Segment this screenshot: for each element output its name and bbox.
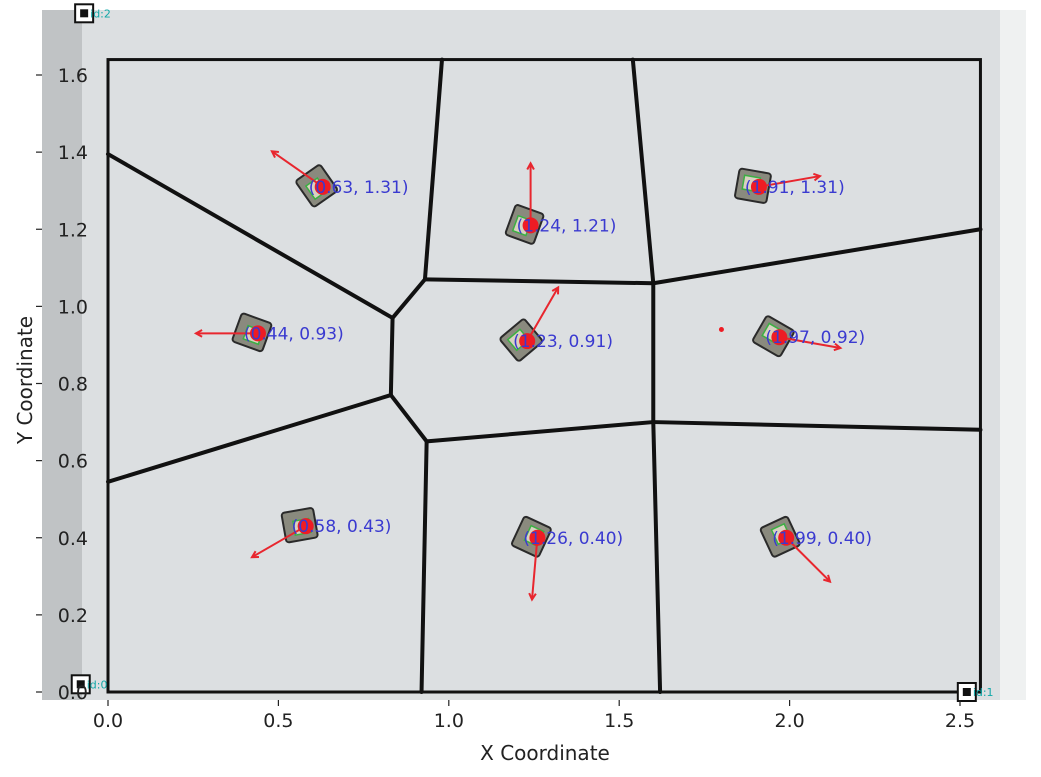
heading-arrowhead bbox=[526, 161, 535, 171]
voronoi-edge bbox=[422, 277, 656, 286]
heading-arrow bbox=[531, 537, 539, 600]
robot-position-dot bbox=[249, 325, 266, 342]
arena-boundary bbox=[106, 58, 982, 694]
x-tick-label: 1.5 bbox=[604, 710, 634, 732]
y-tick-label: 1.6 bbox=[58, 65, 88, 87]
voronoi-edge bbox=[651, 420, 663, 694]
robot: (0.44, 0.93) bbox=[193, 312, 344, 353]
voronoi-edge bbox=[419, 439, 429, 694]
robot-position-dot bbox=[314, 178, 331, 195]
heading-arrow bbox=[758, 175, 821, 188]
robot: (0.58, 0.43) bbox=[250, 507, 392, 559]
heading-arrow bbox=[251, 525, 307, 559]
robot: (0.63, 1.31) bbox=[270, 150, 409, 208]
y-tick-label: 0.4 bbox=[58, 528, 88, 550]
robot-coordinate-label: (0.44, 0.93) bbox=[244, 324, 344, 344]
x-tick-label: 2.5 bbox=[945, 710, 975, 732]
x-tick-label: 0.5 bbox=[263, 710, 293, 732]
voronoi-edge bbox=[390, 277, 427, 320]
y-tick-label: 1.4 bbox=[58, 142, 88, 164]
voronoi-diagram bbox=[106, 57, 983, 694]
heading-arrowhead bbox=[833, 342, 843, 352]
y-axis-ticks: 0.0 0.2 0.4 0.6 0.8 1.0 1.2 1.4 1.6 bbox=[36, 65, 88, 704]
stray-point bbox=[718, 327, 724, 333]
robot-coordinate-label: (0.63, 1.31) bbox=[309, 178, 409, 198]
aruco-corner-markers: id:2 id:0 id:1 bbox=[70, 3, 994, 702]
heading-arrow bbox=[785, 537, 831, 583]
heading-arrowhead bbox=[823, 574, 832, 584]
y-tick-label: 0.8 bbox=[58, 374, 88, 396]
voronoi-edge bbox=[422, 57, 444, 282]
heading-arrow bbox=[779, 336, 841, 349]
x-tick-label: 0.0 bbox=[93, 710, 123, 732]
voronoi-edge bbox=[424, 420, 656, 444]
robot-coordinate-label: (1.99, 0.40) bbox=[772, 529, 872, 549]
marker-id-label: id:2 bbox=[90, 7, 111, 20]
x-tick-label: 2.0 bbox=[774, 710, 804, 732]
robot-coordinate-label: (1.23, 0.91) bbox=[513, 332, 613, 352]
robot-position-dot bbox=[529, 529, 546, 546]
heading-arrow bbox=[271, 150, 324, 188]
robot-position-dot bbox=[522, 217, 539, 234]
heading-arrowhead bbox=[250, 550, 259, 559]
voronoi-edge bbox=[651, 420, 983, 432]
stray-point-layer bbox=[718, 327, 724, 333]
robot: (1.91, 1.31) bbox=[734, 167, 845, 204]
robot-coordinate-label: (1.26, 0.40) bbox=[523, 529, 623, 549]
x-axis-ticks: 0.0 0.5 1.0 1.5 2.0 2.5 bbox=[93, 700, 975, 732]
arena-shading-right bbox=[1000, 10, 1026, 700]
robot-coordinate-label: (0.58, 0.43) bbox=[292, 517, 392, 537]
y-tick-label: 0.0 bbox=[58, 682, 88, 704]
y-tick-label: 0.2 bbox=[58, 605, 88, 627]
robot-position-dot bbox=[519, 333, 536, 350]
robot-coordinate-label: (1.97, 0.92) bbox=[765, 328, 865, 348]
robot-position-dot bbox=[750, 178, 767, 195]
voronoi-edge bbox=[388, 393, 429, 444]
heading-arrow bbox=[526, 286, 560, 342]
voronoi-edge bbox=[630, 57, 656, 286]
robot: (1.24, 1.21) bbox=[504, 161, 617, 245]
y-tick-label: 0.6 bbox=[58, 451, 88, 473]
marker-id-label: id:1 bbox=[973, 686, 994, 699]
marker-id-label: id:0 bbox=[87, 678, 108, 691]
aruco-marker-core bbox=[76, 680, 85, 689]
voronoi-edge bbox=[388, 315, 395, 398]
voronoi-edge bbox=[106, 152, 395, 320]
x-tick-label: 1.0 bbox=[434, 710, 464, 732]
robot-position-dot bbox=[297, 518, 314, 535]
x-axis-label: X Coordinate bbox=[480, 741, 610, 765]
robot: (1.23, 0.91) bbox=[499, 285, 613, 362]
robot: (1.26, 0.40) bbox=[511, 515, 623, 602]
robot: (1.99, 0.40) bbox=[759, 515, 872, 584]
heading-arrowhead bbox=[528, 592, 537, 602]
aruco-marker-core bbox=[80, 9, 89, 18]
heading-arrowhead bbox=[551, 285, 560, 295]
robot: (1.97, 0.92) bbox=[752, 315, 865, 358]
robot-coordinate-label: (1.91, 1.31) bbox=[745, 178, 845, 198]
robots: (0.63, 1.31) (1.24, 1.21) (1.91, 1.31) (0.4… bbox=[193, 150, 872, 602]
heading-arrowhead bbox=[270, 150, 279, 158]
robot-coordinate-label: (1.24, 1.21) bbox=[517, 216, 617, 236]
robot-position-dot bbox=[771, 329, 788, 346]
arena-shading bbox=[42, 10, 82, 700]
y-tick-label: 1.2 bbox=[58, 219, 88, 241]
voronoi-edge bbox=[651, 227, 983, 286]
y-tick-label: 1.0 bbox=[58, 296, 88, 318]
robot-position-dot bbox=[778, 529, 795, 546]
heading-arrowhead bbox=[813, 172, 823, 182]
y-axis-label: Y Coordinate bbox=[13, 316, 37, 445]
aruco-marker-core bbox=[962, 688, 971, 696]
heading-arrowhead bbox=[193, 329, 203, 338]
voronoi-edge bbox=[106, 393, 393, 484]
